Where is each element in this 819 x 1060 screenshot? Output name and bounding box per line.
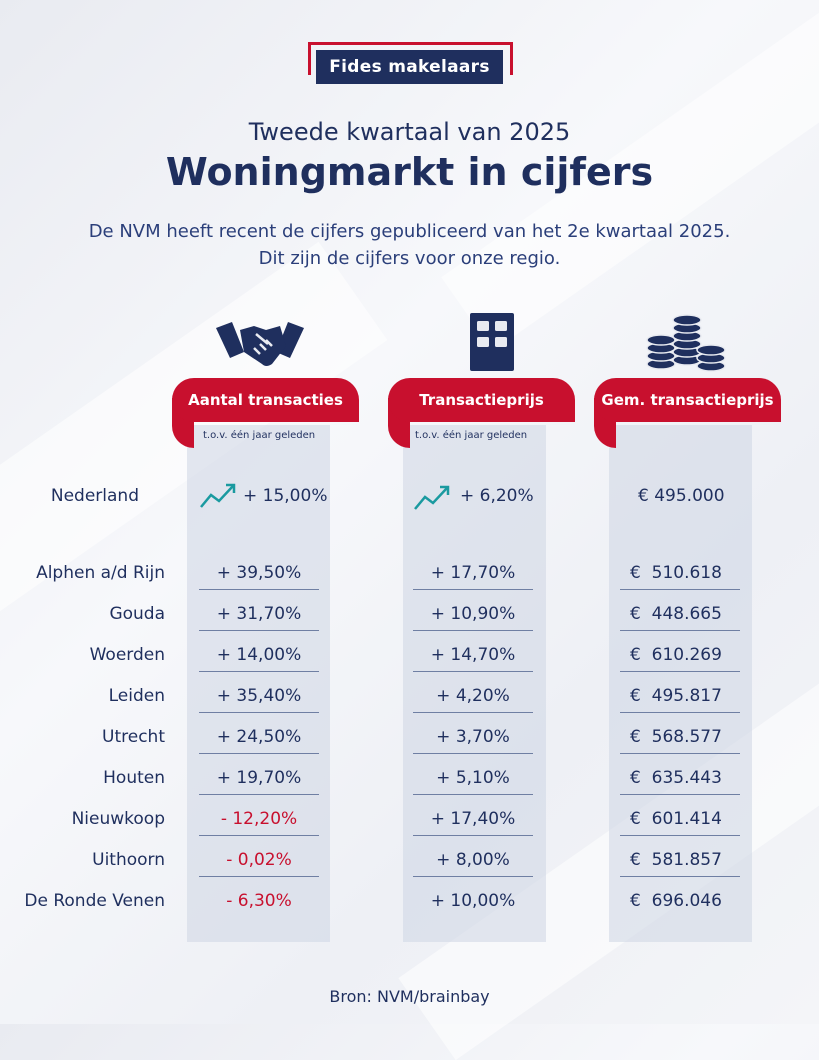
subheader-transactieprijs: t.o.v. één jaar geleden [415,430,528,441]
row-underline [199,671,319,672]
row-underline [620,835,740,836]
transactieprijs-value: + 14,70% [430,645,516,665]
gem-transactieprijs-value: € 510.618 [630,563,722,583]
transactieprijs-value: + 8,00% [436,850,510,870]
row-underline [413,671,533,672]
gem-transactieprijs-value: € 448.665 [630,604,722,624]
row-label: Houten [103,768,165,788]
column-background-transactions [187,425,330,942]
row-underline [199,835,319,836]
subheader-transacties: t.o.v. één jaar geleden [203,430,316,441]
transacties-value: + 31,70% [216,604,302,624]
row-label: Leiden [108,686,165,706]
transacties-value: - 0,02% [226,850,292,870]
coins-icon [646,314,726,372]
brand-logo: Fides makelaars [308,42,513,84]
transactieprijs-value: + 10,00% [430,891,516,911]
transactieprijs-value: + 4,20% [436,686,510,706]
header-transactieprijs: Transactieprijs [388,378,575,422]
handshake-icon [216,322,304,366]
transacties-value: + 14,00% [216,645,302,665]
nederland-transactieprijs: + 6,20% [460,486,534,506]
row-underline [413,630,533,631]
row-underline [199,630,319,631]
row-underline [413,712,533,713]
trend-up-icon [414,485,450,510]
row-underline [199,876,319,877]
row-label: Utrecht [102,727,165,747]
logo-text: Fides makelaars [316,50,503,84]
nederland-transacties: + 15,00% [243,486,328,506]
intro-line-1: De NVM heeft recent de cijfers gepublice… [88,221,731,242]
row-label: Alphen a/d Rijn [36,563,165,583]
transacties-value: + 19,70% [216,768,302,788]
header-aantal-transacties: Aantal transacties [172,378,359,422]
gem-transactieprijs-value: € 601.414 [630,809,722,829]
transactieprijs-value: + 3,70% [436,727,510,747]
gem-transactieprijs-value: € 610.269 [630,645,722,665]
row-underline [620,876,740,877]
row-underline [620,753,740,754]
intro-text: De NVM heeft recent de cijfers gepublice… [0,218,819,272]
row-underline [620,671,740,672]
building-icon [470,313,514,371]
row-label: Gouda [109,604,165,624]
gem-transactieprijs-value: € 568.577 [630,727,722,747]
row-label: De Ronde Venen [24,891,165,911]
transactieprijs-value: + 5,10% [436,768,510,788]
gem-transactieprijs-value: € 696.046 [630,891,722,911]
transacties-value: - 6,30% [226,891,292,911]
transactieprijs-value: + 17,70% [430,563,516,583]
column-background-price [403,425,546,942]
intro-line-2: Dit zijn de cijfers voor onze regio. [258,248,561,269]
nederland-gem-transactieprijs: € 495.000 [638,486,725,506]
row-underline [620,630,740,631]
row-underline [413,835,533,836]
row-underline [620,712,740,713]
header-gem-transactieprijs: Gem. transactieprijs [594,378,781,422]
page-title: Woningmarkt in cijfers [165,150,654,194]
row-underline [199,794,319,795]
row-label-nederland: Nederland [50,486,139,506]
row-underline [199,589,319,590]
row-label: Uithoorn [92,850,165,870]
transactieprijs-value: + 17,40% [430,809,516,829]
gem-transactieprijs-value: € 495.817 [630,686,722,706]
transacties-value: + 24,50% [216,727,302,747]
source-credit: Bron: NVM/brainbay [329,987,490,1006]
gem-transactieprijs-value: € 635.443 [630,768,722,788]
transacties-value: + 39,50% [216,563,302,583]
row-underline [413,589,533,590]
column-background-avg-price [609,425,752,942]
row-label: Woerden [89,645,165,665]
transacties-value: + 35,40% [216,686,302,706]
logo-frame [308,42,513,75]
row-underline [413,753,533,754]
row-label: Nieuwkoop [71,809,165,829]
gem-transactieprijs-value: € 581.857 [630,850,722,870]
row-underline [199,753,319,754]
row-underline [199,712,319,713]
row-underline [620,794,740,795]
row-underline [620,589,740,590]
row-underline [413,876,533,877]
transacties-value: - 12,20% [220,809,298,829]
transactieprijs-value: + 10,90% [430,604,516,624]
page-subtitle: Tweede kwartaal van 2025 [248,118,571,146]
row-underline [413,794,533,795]
trend-up-icon [200,483,236,508]
